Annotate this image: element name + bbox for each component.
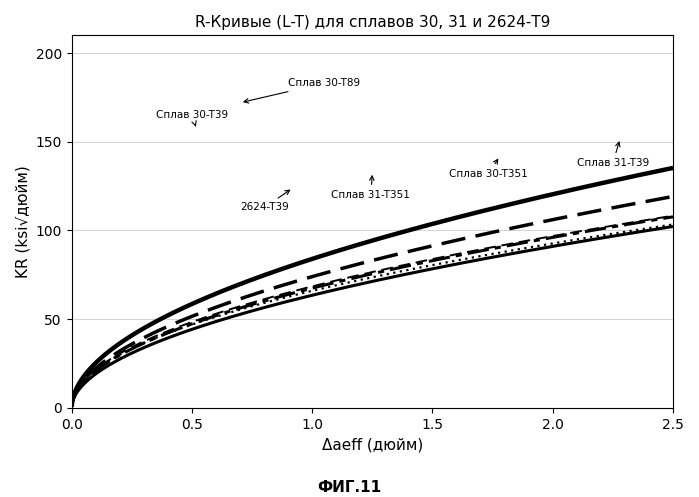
- Text: Сплав 31-T351: Сплав 31-T351: [331, 176, 410, 200]
- Text: Сплав 30-T89: Сплав 30-T89: [244, 78, 360, 103]
- Text: 2624-T39: 2624-T39: [240, 190, 289, 212]
- Title: R-Кривые (L-T) для сплавов 30, 31 и 2624-Т9: R-Кривые (L-T) для сплавов 30, 31 и 2624…: [194, 15, 550, 30]
- Y-axis label: KR (ksi√дюйм): KR (ksi√дюйм): [15, 165, 30, 278]
- Text: Сплав 31-T39: Сплав 31-T39: [577, 142, 649, 168]
- Text: Сплав 30-T39: Сплав 30-T39: [156, 110, 228, 126]
- X-axis label: Δaeff (дюйм): Δaeff (дюйм): [322, 437, 423, 452]
- Text: ФИГ.11: ФИГ.11: [317, 480, 382, 495]
- Text: Сплав 30-T351: Сплав 30-T351: [449, 160, 528, 179]
